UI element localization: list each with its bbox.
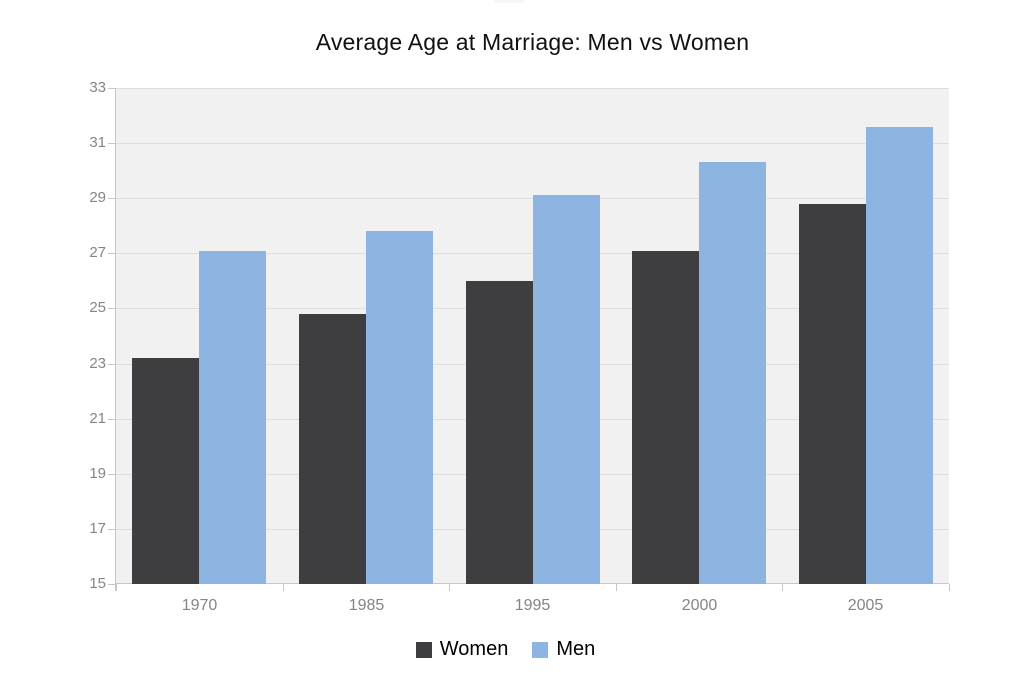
y-tick-25: [108, 308, 115, 309]
bar-men-2000: [699, 162, 766, 584]
y-tick-label: 31: [89, 134, 106, 151]
y-tick-label: 29: [89, 189, 106, 206]
x-axis-boundary-tick: [616, 584, 617, 591]
bar-women-1970: [132, 358, 199, 584]
bar-men-1985: [366, 231, 433, 584]
y-tick-27: [108, 253, 115, 254]
legend-label-women: Women: [439, 638, 509, 660]
y-tick-23: [108, 364, 115, 365]
y-tick-17: [108, 529, 115, 530]
y-tick-label: 23: [89, 355, 106, 372]
bar-women-2000: [632, 251, 699, 584]
y-tick-19: [108, 474, 115, 475]
legend: Women Men: [0, 638, 1011, 661]
x-axis-boundary-tick: [782, 584, 783, 591]
y-tick-label: 27: [89, 244, 106, 261]
y-tick-label: 17: [89, 520, 106, 537]
y-tick-label: 33: [89, 79, 106, 96]
x-axis-boundary-tick: [949, 584, 950, 591]
y-tick-31: [108, 143, 115, 144]
cropped-top-artifact: [493, 0, 525, 3]
legend-item-men: Men: [532, 638, 595, 661]
bar-men-1970: [199, 251, 266, 584]
legend-swatch-men: [532, 641, 549, 658]
legend-item-women: Women: [415, 638, 509, 661]
y-tick-21: [108, 419, 115, 420]
chart-title: Average Age at Marriage: Men vs Women: [315, 29, 750, 55]
x-tick-label: 2005: [847, 597, 884, 614]
x-tick-label: 2000: [681, 597, 718, 614]
y-tick-label: 19: [89, 465, 106, 482]
gridline-33: [116, 88, 949, 89]
plot-area: [108, 88, 950, 591]
gridline-29: [116, 198, 949, 199]
legend-label-men: Men: [556, 638, 596, 660]
y-tick-label: 15: [89, 575, 106, 592]
bar-men-2005: [866, 127, 933, 584]
gridline-31: [116, 143, 949, 144]
gridline-27: [116, 253, 949, 254]
x-tick-label: 1985: [348, 597, 385, 614]
legend-swatch-women: [415, 641, 432, 658]
x-tick-label: 1995: [514, 597, 551, 614]
bar-women-2005: [799, 204, 866, 584]
y-axis-line: [115, 88, 116, 591]
y-tick-33: [108, 88, 115, 89]
bar-women-1985: [299, 314, 366, 584]
y-tick-label: 21: [89, 410, 106, 427]
y-tick-15: [108, 584, 115, 585]
x-axis-boundary-tick: [449, 584, 450, 591]
x-axis-boundary-tick: [116, 584, 117, 591]
bar-men-1995: [533, 195, 600, 584]
y-tick-29: [108, 198, 115, 199]
x-tick-label: 1970: [181, 597, 218, 614]
bar-women-1995: [466, 281, 533, 584]
x-axis-boundary-tick: [283, 584, 284, 591]
y-tick-label: 25: [89, 299, 106, 316]
